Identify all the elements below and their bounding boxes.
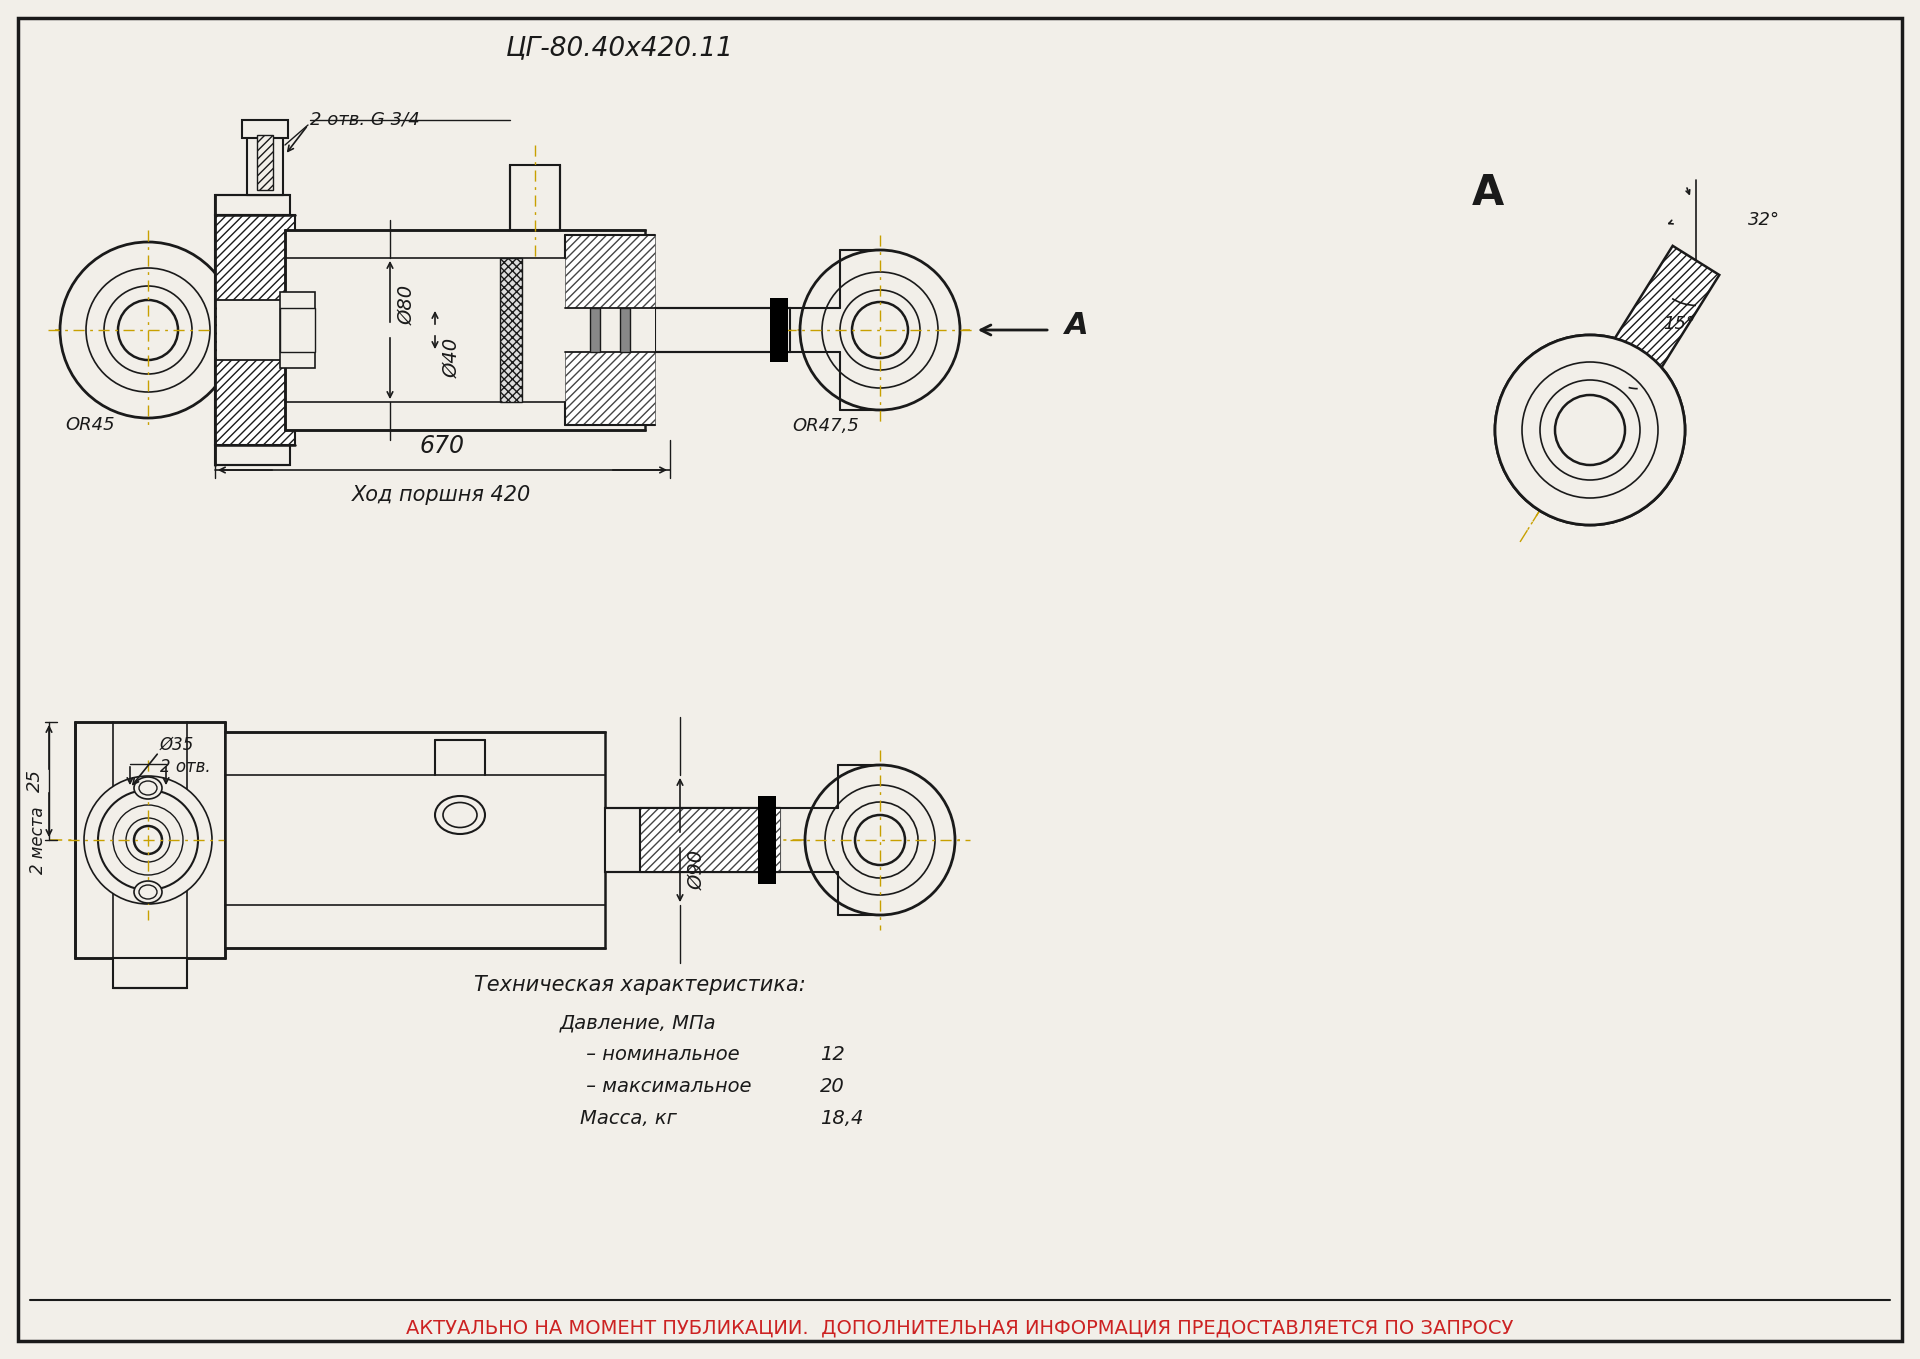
Bar: [564, 235, 655, 425]
Circle shape: [1523, 361, 1659, 497]
Ellipse shape: [436, 796, 486, 834]
Circle shape: [843, 802, 918, 878]
Bar: [257, 135, 273, 190]
Text: Ø40: Ø40: [442, 338, 461, 378]
Circle shape: [1496, 336, 1686, 525]
Bar: [499, 258, 522, 402]
Bar: [284, 230, 645, 258]
Text: 20: 20: [820, 1076, 845, 1095]
Circle shape: [804, 765, 954, 915]
Circle shape: [127, 818, 171, 862]
Bar: [770, 298, 787, 361]
Circle shape: [1540, 381, 1640, 480]
Circle shape: [841, 289, 920, 370]
Ellipse shape: [444, 803, 476, 828]
Bar: [280, 292, 315, 368]
Text: Ø80: Ø80: [397, 285, 417, 325]
Bar: [225, 733, 605, 775]
Bar: [113, 958, 186, 988]
Circle shape: [104, 285, 192, 374]
Polygon shape: [1567, 246, 1718, 444]
Text: Ø90: Ø90: [687, 849, 707, 890]
Circle shape: [98, 790, 198, 890]
Text: АКТУАЛЬНО НА МОМЕНТ ПУБЛИКАЦИИ.  ДОПОЛНИТЕЛЬНАЯ ИНФОРМАЦИЯ ПРЕДОСТАВЛЯЕТСЯ ПО ЗА: АКТУАЛЬНО НА МОМЕНТ ПУБЛИКАЦИИ. ДОПОЛНИТ…: [407, 1318, 1513, 1337]
Text: 2 места: 2 места: [29, 806, 46, 874]
Bar: [217, 300, 290, 360]
Text: – номинальное: – номинальное: [580, 1045, 739, 1064]
Text: 15°: 15°: [1663, 315, 1695, 333]
Circle shape: [86, 268, 209, 391]
Bar: [225, 905, 605, 949]
Circle shape: [854, 815, 904, 864]
Circle shape: [113, 805, 182, 875]
Circle shape: [84, 776, 211, 904]
Text: 32°: 32°: [1747, 212, 1780, 230]
Circle shape: [826, 786, 935, 896]
Circle shape: [1523, 361, 1659, 497]
Circle shape: [1555, 395, 1624, 465]
Text: 670: 670: [419, 434, 465, 458]
Bar: [758, 796, 776, 883]
Circle shape: [1540, 381, 1640, 480]
Ellipse shape: [138, 781, 157, 795]
Bar: [248, 135, 282, 194]
Text: Ход поршня 420: Ход поршня 420: [353, 485, 532, 506]
Circle shape: [852, 302, 908, 357]
Bar: [655, 308, 789, 352]
Bar: [620, 308, 630, 352]
Text: Ø35: Ø35: [159, 737, 194, 754]
Ellipse shape: [134, 881, 161, 902]
Text: 2 отв. G 3/4: 2 отв. G 3/4: [309, 111, 420, 129]
Text: ЦГ-80.40х420.11: ЦГ-80.40х420.11: [507, 35, 733, 61]
Text: 18,4: 18,4: [820, 1109, 864, 1128]
Text: 25: 25: [27, 769, 44, 792]
Bar: [215, 215, 296, 444]
Bar: [215, 444, 290, 465]
Bar: [186, 722, 225, 958]
Text: – максимальное: – максимальное: [580, 1076, 751, 1095]
Text: Масса, кг: Масса, кг: [580, 1109, 678, 1128]
Circle shape: [822, 272, 939, 389]
Bar: [280, 308, 315, 352]
Bar: [564, 308, 655, 352]
Bar: [75, 722, 113, 958]
Text: 12: 12: [820, 1045, 845, 1064]
Circle shape: [1496, 336, 1686, 525]
Bar: [284, 402, 645, 429]
Bar: [511, 164, 561, 230]
Ellipse shape: [134, 777, 161, 799]
Ellipse shape: [138, 885, 157, 900]
Text: 2 отв.: 2 отв.: [159, 758, 211, 776]
Circle shape: [60, 242, 236, 419]
Circle shape: [1555, 395, 1624, 465]
Text: ОR45: ОR45: [65, 416, 115, 434]
Circle shape: [801, 250, 960, 410]
Bar: [75, 722, 225, 958]
Bar: [242, 120, 288, 139]
Bar: [225, 733, 605, 949]
Text: Техническая характеристика:: Техническая характеристика:: [474, 974, 806, 995]
Circle shape: [117, 300, 179, 360]
Bar: [589, 308, 599, 352]
Bar: [284, 230, 645, 429]
Text: Давление, МПа: Давление, МПа: [561, 1012, 716, 1031]
Text: А: А: [1473, 173, 1503, 213]
Bar: [215, 194, 290, 215]
Circle shape: [134, 826, 161, 853]
Text: ОR47,5: ОR47,5: [791, 417, 858, 435]
Text: А: А: [1066, 310, 1089, 340]
Bar: [639, 809, 780, 872]
Bar: [605, 809, 780, 872]
